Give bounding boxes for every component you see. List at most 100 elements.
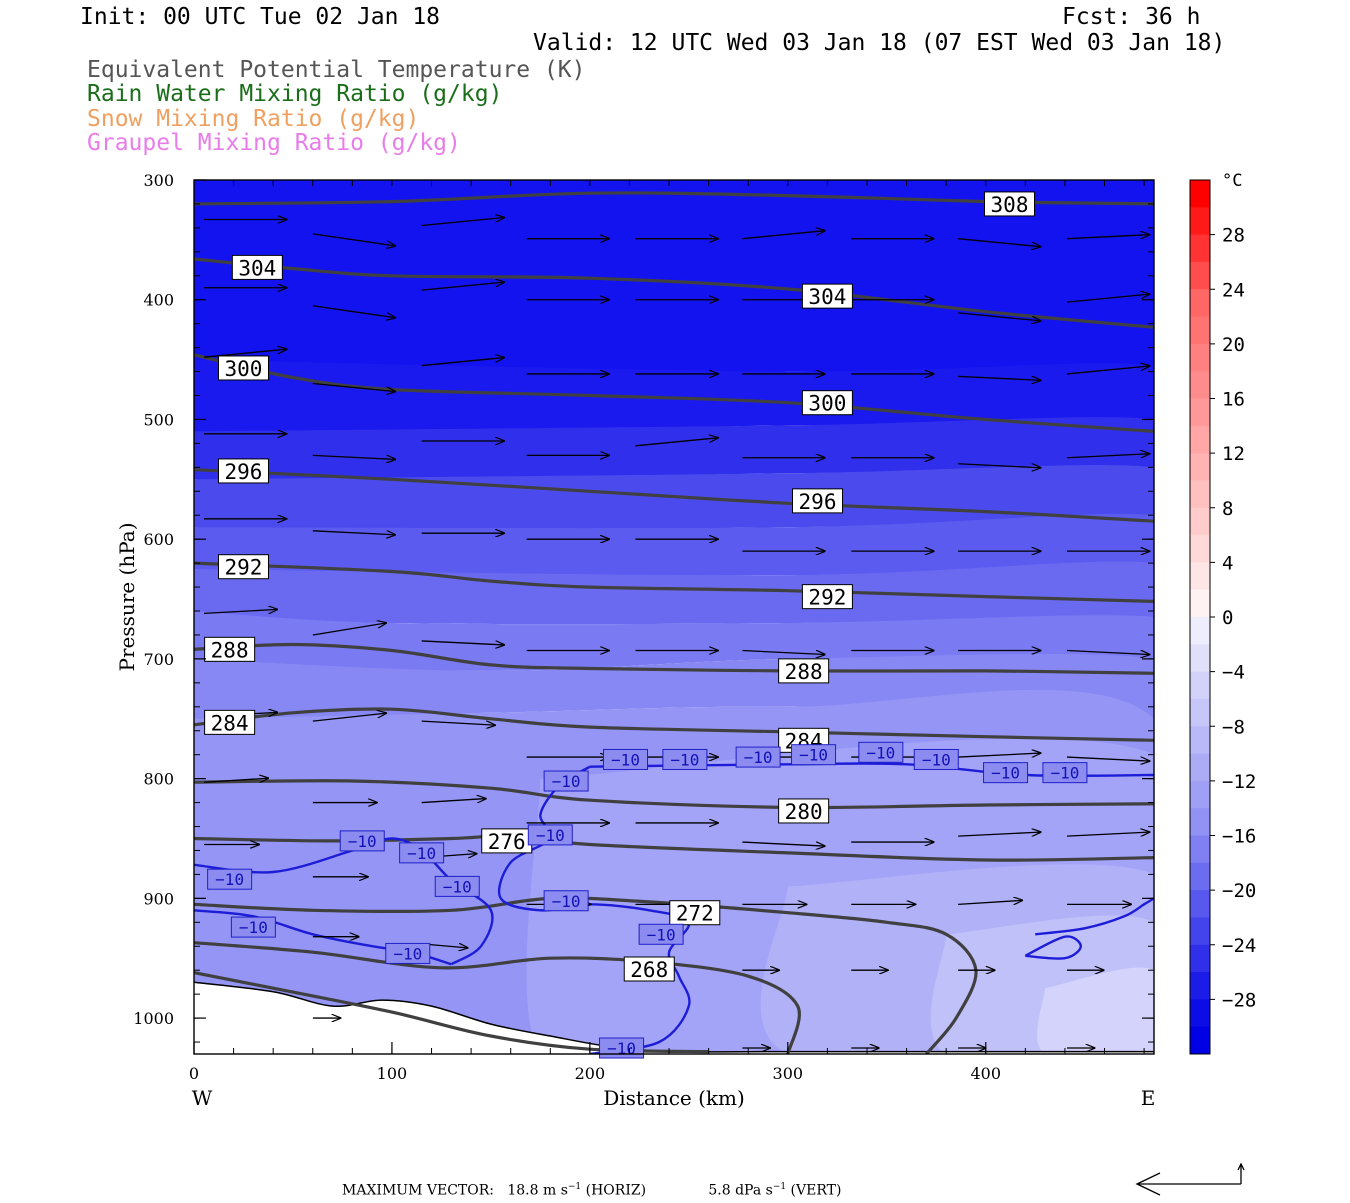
colorbar-tick-label: 0 (1222, 607, 1233, 629)
wind-vector (1066, 366, 1149, 375)
theta-e-label: 284 (211, 711, 249, 735)
theta-e-label: 268 (630, 958, 668, 982)
isotherm-label-box (662, 748, 708, 770)
contour-labels: 3083043043003002962962922922882882842842… (204, 191, 1088, 1059)
theta-e-label-box (204, 636, 256, 662)
isotherm-label: −10 (215, 870, 244, 889)
reference-vector (1135, 1162, 1245, 1196)
wind-vector (1066, 235, 1149, 240)
colorbar-swatch (1190, 753, 1210, 782)
colorbar-swatch (1190, 398, 1210, 427)
wind-vector (203, 609, 277, 615)
isotherm-label: −10 (348, 832, 377, 851)
wind-vector (1066, 294, 1149, 303)
theta-e-label: 300 (225, 357, 263, 381)
isotherm-label-box (791, 744, 837, 766)
isotherm-label: −10 (611, 750, 640, 769)
colorbar-tick-label: 24 (1222, 279, 1245, 301)
theta-e-contour-292 (194, 561, 1154, 603)
colorbar-swatch (1190, 371, 1210, 399)
x-end-label-west: W (192, 1086, 213, 1110)
y-tick-label: 1000 (133, 1009, 174, 1028)
wind-vector (312, 233, 395, 246)
wind-vector (1066, 832, 1149, 837)
y-tick-label: 700 (143, 650, 174, 669)
isotherm-label-box (543, 890, 589, 912)
isotherm-label: −10 (670, 750, 699, 769)
colorbar-swatch (1190, 343, 1210, 372)
colorbar-swatch (1190, 535, 1210, 563)
wind-vector (958, 463, 1040, 468)
reference-arrowhead-left (1135, 1172, 1161, 1196)
max-vert-value: 5.8 (708, 1182, 731, 1199)
wind-vector (312, 305, 395, 318)
colorbar-swatch (1190, 261, 1210, 290)
max-horiz-tag: (HORIZ) (585, 1182, 647, 1199)
theta-e-label: 288 (211, 638, 249, 662)
theta-e-label-box (231, 254, 283, 280)
temp-band--24 (194, 417, 1154, 482)
terrain (193, 981, 1154, 1054)
theta-e-label: 300 (808, 392, 846, 416)
y-tick-label: 300 (143, 171, 174, 190)
isotherm-label-box (230, 916, 276, 938)
theta-e-contour-284 (194, 707, 1154, 742)
theta-e-label-box (217, 458, 269, 484)
reference-arrowhead-up (1237, 1162, 1245, 1171)
temp-band--16 (194, 561, 1154, 625)
isotherm-label-box (735, 746, 781, 768)
wind-vector (421, 799, 486, 804)
theta-e-label: 296 (799, 490, 837, 514)
colorbar-tick-label: −24 (1222, 935, 1256, 957)
isotherm-label-box (983, 762, 1029, 784)
colorbar-swatch (1190, 234, 1210, 263)
colorbar-tick-label: −20 (1222, 880, 1256, 902)
isotherm-label: −10 (866, 743, 895, 762)
wind-vector (958, 312, 1040, 321)
colorbar-tick-label: 28 (1222, 225, 1245, 247)
temp-band--2 (1037, 967, 1154, 1054)
wind-vector (421, 282, 504, 291)
colorbar-tick-label: −8 (1222, 716, 1245, 738)
isotherm-label: −10 (607, 1039, 636, 1058)
colorbar-swatch (1190, 453, 1210, 481)
wind-vector (742, 649, 824, 655)
theta-e-label: 272 (676, 902, 714, 926)
theta-e-label: 292 (225, 556, 263, 580)
y-tick-label: 400 (143, 291, 174, 310)
colorbar-swatch (1190, 835, 1210, 864)
wind-vector (958, 238, 1040, 247)
colorbar-swatch (1190, 671, 1210, 700)
wind-vector (958, 832, 1040, 837)
isotherm-label-box (638, 923, 684, 945)
colorbar-swatch (1190, 617, 1210, 645)
plot-frame (193, 179, 1155, 1055)
isotherm-label: −10 (393, 944, 422, 963)
isotherm-label-box (603, 748, 649, 770)
isotherm-label: −10 (239, 918, 268, 937)
legend-theta-e: Equivalent Potential Temperature (K) (87, 57, 586, 83)
colorbar-tick-label: 20 (1222, 334, 1245, 356)
terrain-fill (194, 982, 1154, 1054)
colorbar-tick-label: 16 (1222, 389, 1245, 411)
isotherm-label-box (527, 824, 573, 846)
y-tick-label: 600 (143, 530, 174, 549)
isotherm-label: −10 (536, 826, 565, 845)
theta-e-contour-268 (194, 941, 801, 1054)
wind-vector (421, 640, 504, 645)
colorbar-unit: °C (1222, 171, 1242, 191)
max-horiz-value: 18.8 (507, 1182, 539, 1199)
colorbar-swatch (1190, 644, 1210, 673)
colorbar-swatch (1190, 425, 1210, 454)
isotherm-label: −10 (443, 877, 472, 896)
colorbar-swatch (1190, 780, 1210, 809)
theta-e-label-box (801, 283, 853, 309)
x-tick-label: 0 (189, 1064, 199, 1083)
theta-e-label-box (801, 390, 853, 416)
wind-vector (421, 217, 504, 227)
colorbar-tick-label: 12 (1222, 443, 1245, 465)
theta-e-label-box (623, 956, 675, 982)
theta-e-label: 308 (991, 193, 1029, 217)
theta-e-label: 288 (785, 660, 823, 684)
